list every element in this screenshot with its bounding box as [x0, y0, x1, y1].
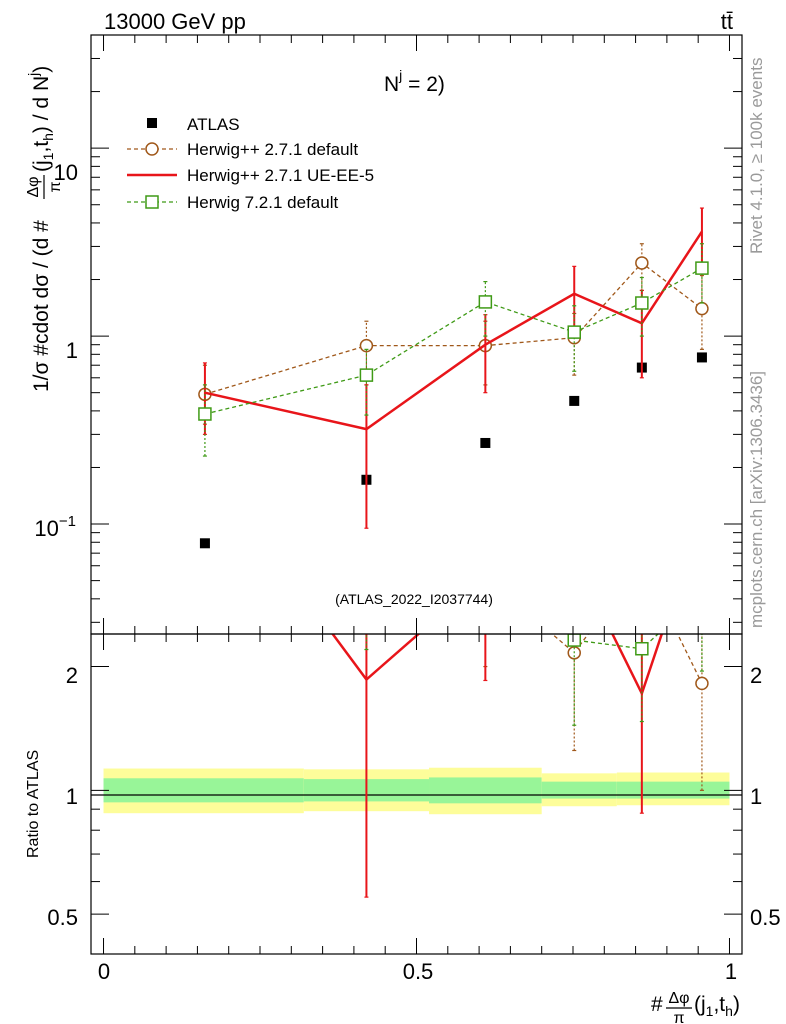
svg-text:π: π: [673, 1010, 684, 1024]
ratio-y-tick-label-1-right: 1: [750, 784, 762, 809]
legend-marker-herwig-default: [145, 142, 159, 156]
marker-herwig-7-2-1-default: [695, 261, 709, 275]
data-point-atlas: [696, 352, 707, 363]
series-line-herwig-2-7-1-ue-ee-5: [204, 230, 703, 431]
inner-band: [103, 778, 304, 803]
ratio-marker-herwig-7-2-1-default: [567, 634, 581, 647]
legend-label-herwig-default: Herwig++ 2.7.1 default: [187, 140, 358, 159]
legend-marker-herwig7: [145, 195, 159, 209]
main-axis-ticks: [91, 34, 742, 634]
series-line-herwig-2-7-1-default: [204, 262, 703, 395]
rivet-label: Rivet 4.1.0, ≥ 100k events: [747, 58, 766, 254]
marker-herwig-7-2-1-default: [359, 368, 374, 382]
svg-text:Δφ: Δφ: [25, 176, 42, 197]
inner-band: [541, 781, 617, 799]
ratio-line-herwig-2-7-1-default: [551, 634, 703, 684]
x-tick-label-0.5: 0.5: [403, 959, 434, 984]
x-tick-label-1: 1: [725, 959, 737, 984]
ratio-marker-herwig-2-7-1-default: [695, 676, 709, 691]
data-point-atlas: [480, 437, 491, 448]
svg-text:(j1,th) / d Nj): (j1,th) / d Nj): [25, 66, 56, 172]
ratio-marker-herwig-2-7-1-default: [636, 556, 648, 568]
main-y-axis-label: 1/σ #cdot dσ / (d # Δφ π (j1,th) / d Nj): [25, 66, 64, 392]
panel-title: Nj = 2): [384, 67, 445, 96]
ratio-series-group: [199, 458, 709, 898]
svg-text:π: π: [47, 181, 64, 192]
svg-text:Δφ: Δφ: [668, 990, 689, 1007]
ratio-y-tick-label-2: 2: [66, 663, 78, 688]
ratio-marker-herwig-7-2-1-default: [696, 588, 708, 600]
ratio-y-tick-label-0.5-right: 0.5: [750, 905, 781, 930]
inner-band: [616, 781, 730, 799]
marker-herwig-2-7-1-default: [359, 338, 374, 353]
data-point-atlas: [569, 395, 580, 406]
svg-text:#: #: [651, 993, 663, 1016]
process-label: tt̄: [721, 9, 733, 34]
ratio-y-tick-label-2-right: 2: [750, 663, 762, 688]
y-tick-label-0.1: 10−1: [34, 513, 76, 541]
ratio-axis-ticks: [91, 634, 742, 955]
legend-label-ue-ee-5: Herwig++ 2.7.1 UE-EE-5: [187, 166, 374, 185]
ratio-marker-herwig-7-2-1-default: [199, 501, 211, 513]
ratio-line-herwig-7-2-1-default: [570, 634, 660, 650]
ratio-y-axis-label: Ratio to ATLAS: [25, 750, 42, 858]
ratio-marker-herwig-2-7-1-default: [199, 458, 211, 470]
ratio-uncertainty-bands: [103, 767, 730, 815]
legend-label-herwig7: Herwig 7.2.1 default: [187, 193, 338, 212]
legend-marker-atlas: [147, 118, 157, 128]
y-tick-label-1: 1: [66, 338, 78, 363]
data-point-atlas: [199, 538, 210, 549]
x-axis-label: # Δφ π (j1,th): [651, 990, 740, 1024]
svg-text:(j1,th): (j1,th): [694, 993, 740, 1019]
marker-herwig-2-7-1-default: [635, 256, 649, 270]
main-panel: 10−1 1 10 Nj = 2) ATLAS Herwig++ 2.7.1 d…: [25, 34, 743, 635]
energy-label: 13000 GeV pp: [104, 9, 246, 34]
inner-band: [429, 777, 542, 804]
analysis-watermark: (ATLAS_2022_I2037744): [335, 591, 493, 607]
svg-text:1/σ #cdot dσ / (d #: 1/σ #cdot dσ / (d #: [30, 220, 53, 392]
ratio-marker-herwig-7-2-1-default: [635, 641, 649, 656]
marker-herwig-7-2-1-default: [478, 295, 493, 309]
y-tick-label-10: 10: [54, 160, 78, 185]
marker-herwig-7-2-1-default: [567, 325, 581, 339]
marker-herwig-2-7-1-default: [695, 301, 709, 316]
ratio-y-tick-label-0.5: 0.5: [47, 905, 78, 930]
series-line-herwig-7-2-1-default: [204, 267, 703, 415]
ratio-marker-herwig-2-7-1-default: [479, 571, 491, 583]
legend: ATLAS Herwig++ 2.7.1 default Herwig++ 2.…: [127, 115, 374, 212]
ratio-panel: 2 1 0.5 2 1 0.5 0 0.5 1 Ratio to ATLAS #…: [25, 458, 781, 1024]
ratio-marker-herwig-7-2-1-default: [360, 556, 372, 568]
ratio-y-tick-label-1: 1: [66, 784, 78, 809]
marker-herwig-7-2-1-default: [198, 407, 212, 421]
legend-label-atlas: ATLAS: [187, 115, 240, 134]
marker-herwig-7-2-1-default: [635, 296, 649, 310]
main-y-tick-labels: 10−1 1 10: [34, 160, 78, 541]
mcplots-label: mcplots.cern.ch [arXiv:1306.3436]: [747, 371, 766, 628]
ratio-marker-herwig-7-2-1-default: [479, 477, 491, 489]
main-series-group: [198, 207, 709, 549]
ratio-line-herwig-2-7-1-ue-ee-5: [331, 634, 664, 697]
x-tick-label-0: 0: [98, 959, 110, 984]
